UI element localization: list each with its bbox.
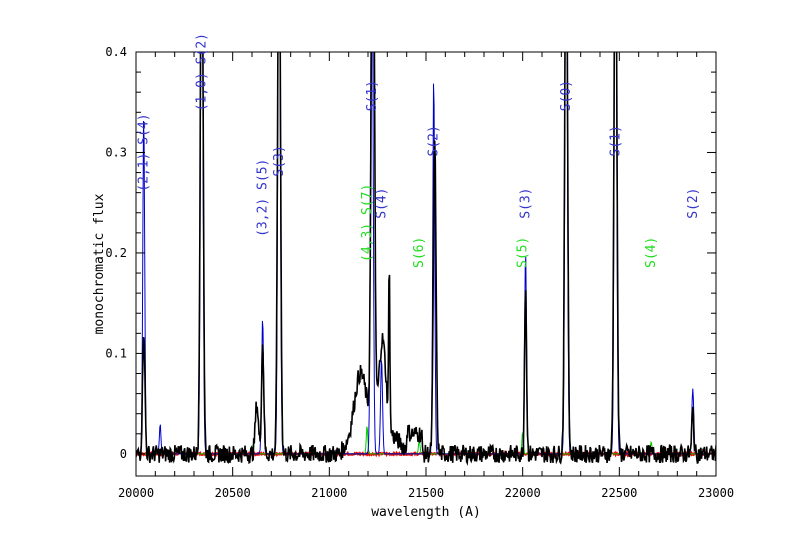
line-label: S(4) [375, 187, 390, 218]
y-tick-label: 0.3 [105, 145, 127, 159]
line-label: (3,2) S(5) [256, 159, 271, 237]
x-tick-label: 20500 [215, 486, 251, 500]
x-tick-label: 22000 [505, 486, 541, 500]
line-label: (2,1) S(4) [137, 113, 152, 191]
y-axis-label: monochromatic flux [92, 193, 107, 334]
line-label: S(3) [272, 145, 287, 176]
x-tick-label: 23000 [698, 486, 734, 500]
line-label: S(0) [559, 80, 574, 111]
line-label: S(4) [644, 237, 659, 268]
observed-spectrum-line [136, 52, 716, 467]
line-label: (4,3) S(7) [360, 184, 375, 262]
line-label: S(2) [427, 125, 442, 156]
x-tick-label: 22500 [601, 486, 637, 500]
line-label: S(3) [519, 187, 534, 218]
y-tick-label: 0.2 [105, 246, 127, 260]
line-label: S(6) [412, 237, 427, 268]
x-tick-label: 21500 [408, 486, 444, 500]
y-tick-label: 0 [120, 447, 127, 461]
model-blue-line [136, 52, 716, 455]
line-label: S(5) [516, 237, 531, 268]
line-label: S(1) [365, 80, 380, 111]
line-label: S(1) [609, 125, 624, 156]
x-tick-label: 21000 [311, 486, 347, 500]
axis-ticks: 20000 20500 21000 21500 22000 22500 23000 0 0.1 0… [105, 45, 734, 500]
y-tick-label: 0.1 [105, 346, 127, 360]
x-tick-label: 20000 [118, 486, 154, 500]
line-label: (1,0) S(2) [195, 33, 210, 111]
line-label: S(2) [686, 187, 701, 218]
traces-layer [136, 52, 716, 467]
x-axis-label: wavelength (A) [371, 505, 481, 520]
line-labels: (2,1) S(4)(1,0) S(2)(3,2) S(5) S(3)(4,3) … [137, 33, 701, 268]
y-tick-label: 0.4 [105, 45, 127, 59]
